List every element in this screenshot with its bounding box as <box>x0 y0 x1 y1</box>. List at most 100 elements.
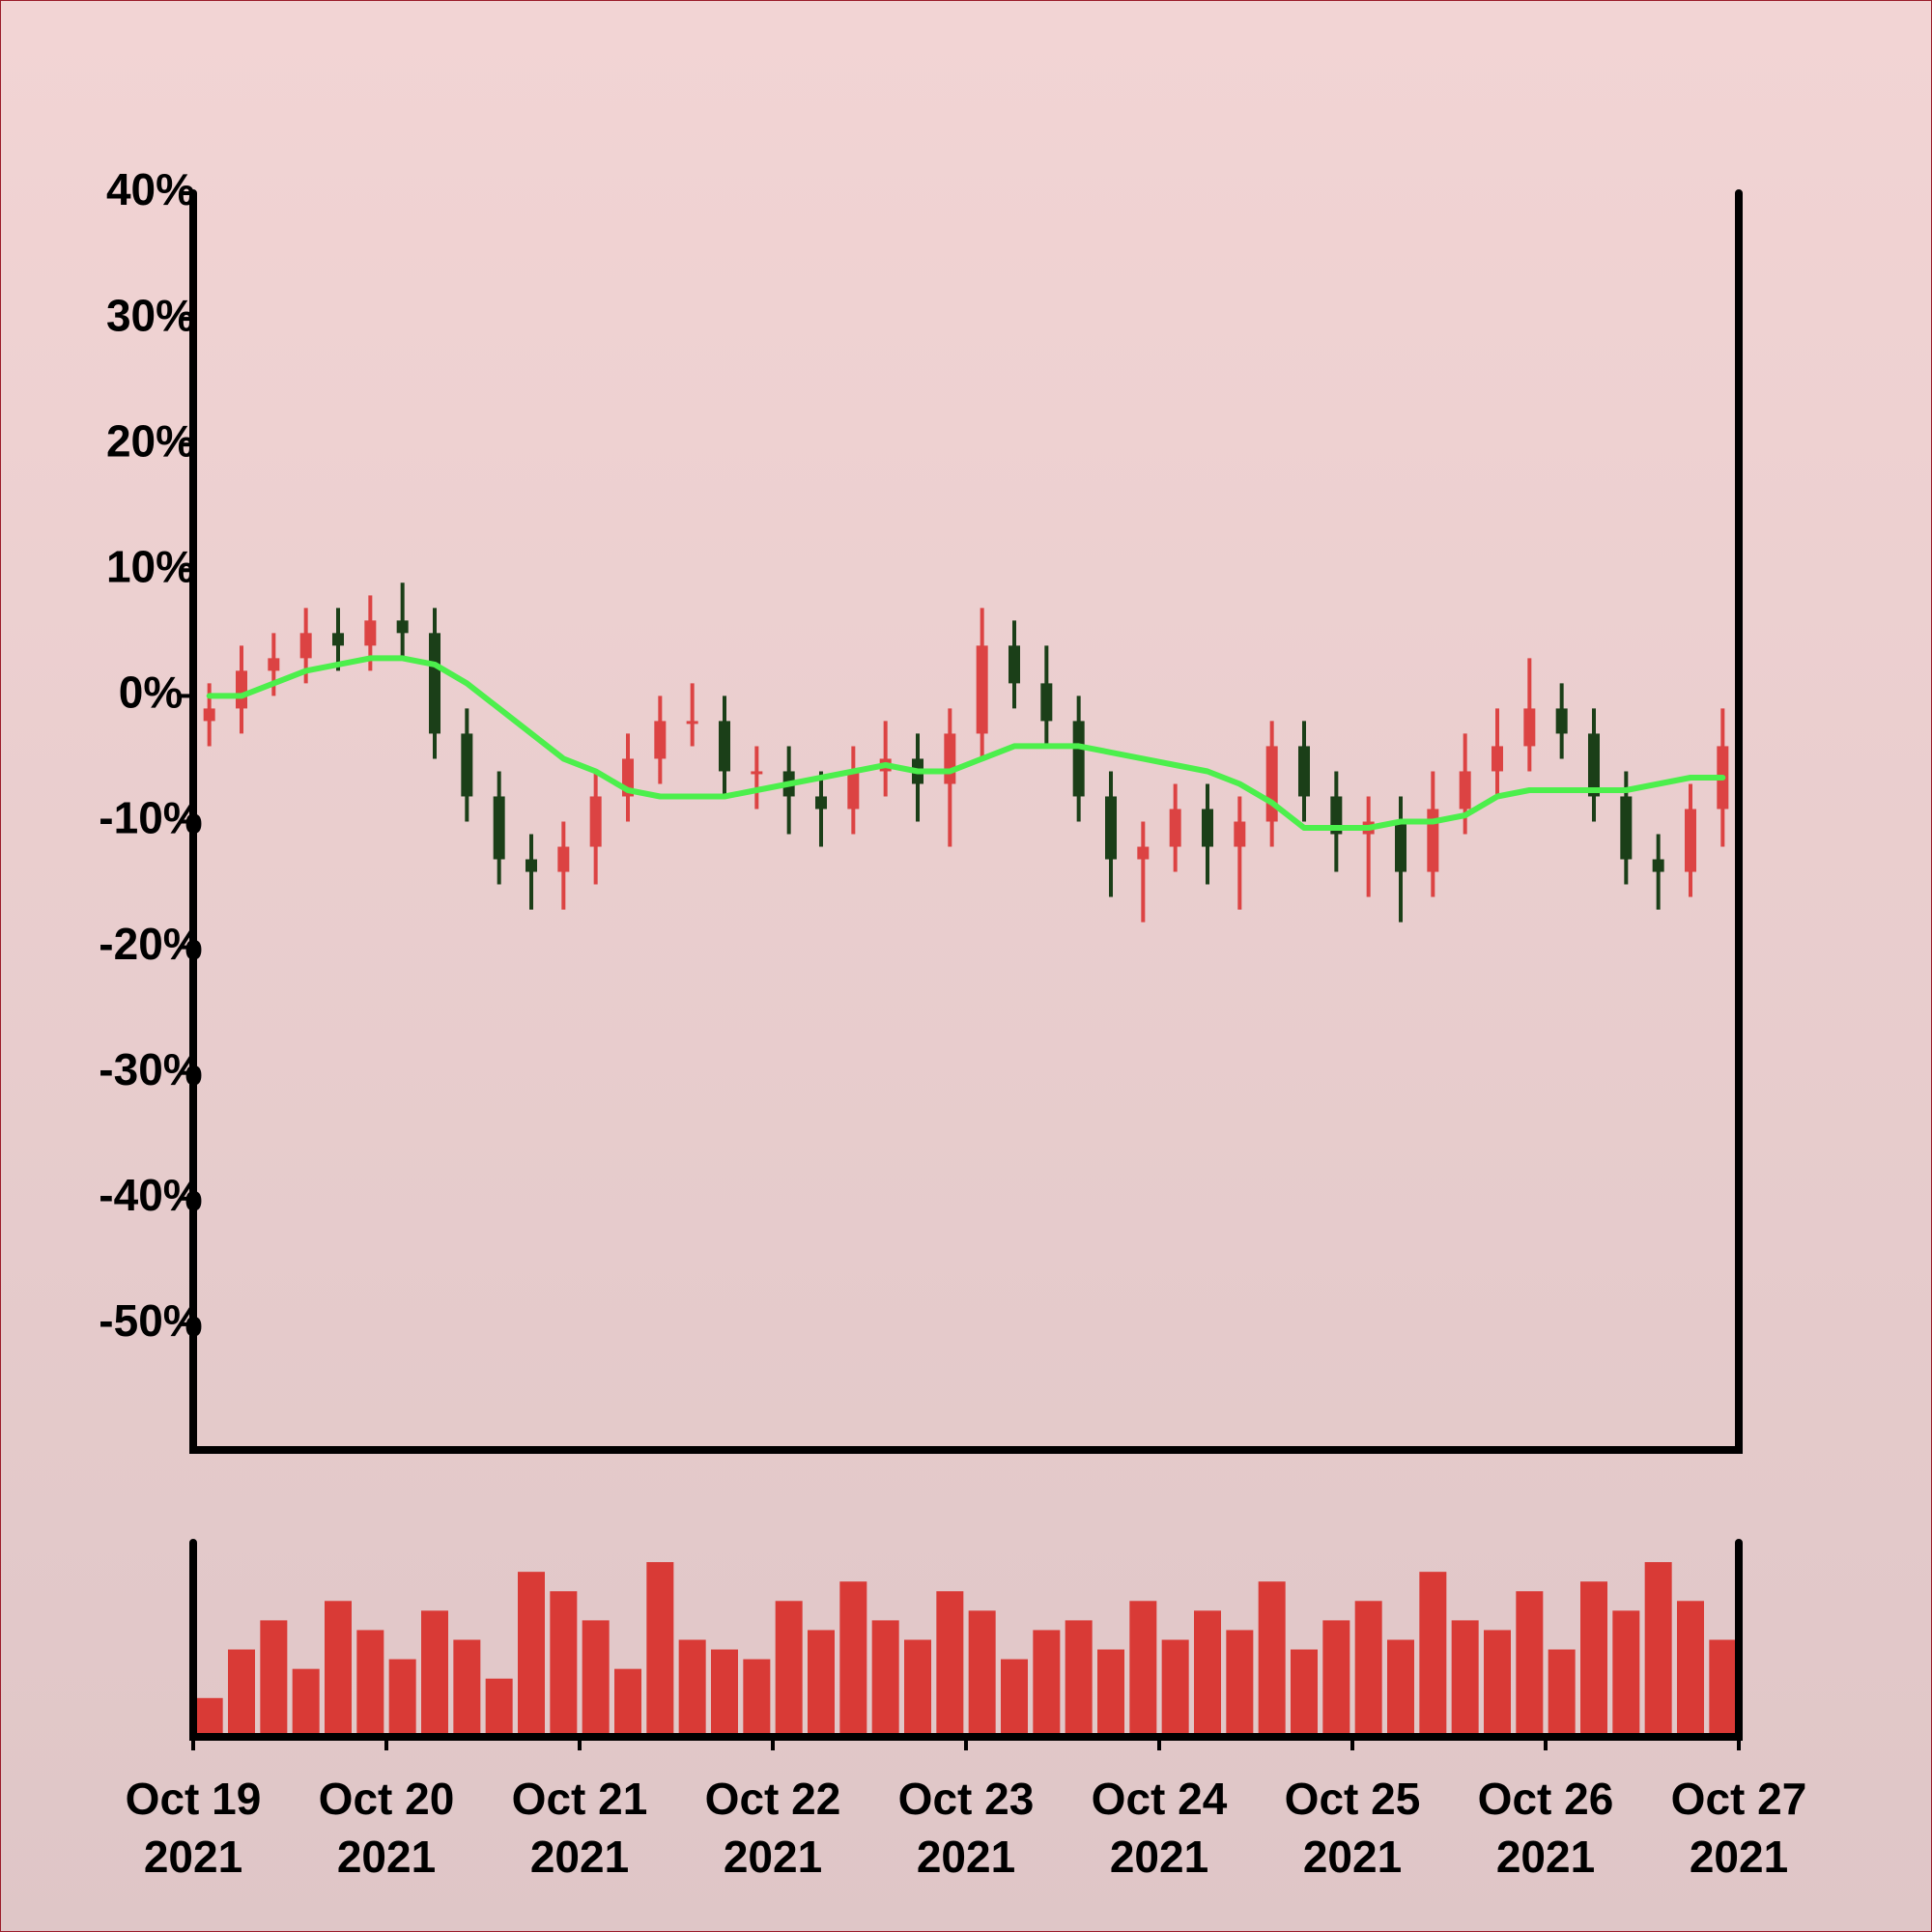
x-tick-label: Oct 24 2021 <box>1092 1774 1228 1882</box>
volume-bar <box>1194 1610 1221 1737</box>
candle-body <box>1427 809 1439 872</box>
volume-bar <box>1612 1610 1640 1737</box>
x-tick-label: Oct 23 2021 <box>898 1774 1035 1882</box>
candle-body <box>976 645 988 734</box>
candle-body <box>1105 796 1117 860</box>
candle-body <box>1169 809 1181 847</box>
volume-bar <box>871 1620 899 1737</box>
volume-bar <box>1419 1572 1447 1737</box>
candle-body <box>1395 821 1406 872</box>
volume-panel <box>195 1562 1737 1737</box>
y-tick-label: 20% <box>106 415 195 466</box>
volume-bar <box>356 1630 384 1737</box>
candle-body <box>686 721 698 724</box>
volume-bar <box>388 1659 416 1737</box>
volume-bar <box>325 1601 352 1737</box>
candle-body <box>1202 809 1213 847</box>
x-tick-label: Oct 20 2021 <box>319 1774 455 1882</box>
x-tick-label: Oct 21 2021 <box>512 1774 648 1882</box>
y-tick-label: -10% <box>99 793 202 843</box>
volume-bar <box>646 1562 674 1737</box>
moving-average-line <box>206 655 1726 831</box>
volume-bar <box>485 1678 513 1737</box>
volume-bar <box>421 1610 448 1737</box>
candle-body <box>268 658 280 671</box>
volume-bar <box>1644 1562 1672 1737</box>
volume-bar <box>904 1639 931 1737</box>
volume-bar <box>1097 1649 1124 1737</box>
volume-bar <box>1065 1620 1093 1737</box>
volume-bar <box>260 1620 288 1737</box>
y-tick-label: -30% <box>99 1044 202 1094</box>
candle-body <box>719 721 730 772</box>
y-tick-label: -40% <box>99 1170 202 1220</box>
volume-bar <box>678 1639 706 1737</box>
candle-body <box>847 771 860 810</box>
candle-body <box>1234 821 1246 847</box>
volume-bar <box>614 1668 641 1737</box>
candle-body <box>1652 859 1664 872</box>
candle-body <box>1265 746 1278 822</box>
x-tick-label: Oct 27 2021 <box>1671 1774 1807 1882</box>
volume-bar <box>518 1572 545 1737</box>
candle-body <box>332 633 344 646</box>
candle-body <box>1330 796 1343 835</box>
candle-body <box>1459 771 1471 810</box>
candle-body <box>1685 809 1696 872</box>
candle-body <box>815 796 827 810</box>
volume-bar <box>228 1649 255 1737</box>
y-tick-label: -50% <box>99 1295 202 1346</box>
x-tick-label: Oct 25 2021 <box>1285 1774 1421 1882</box>
y-tick-label: -20% <box>99 919 202 969</box>
candle-body <box>461 733 473 797</box>
volume-bar <box>1516 1591 1544 1737</box>
candle-body <box>1072 721 1085 797</box>
x-tick-label: Oct 19 2021 <box>126 1774 262 1882</box>
volume-bar <box>1161 1639 1189 1737</box>
volume-bar <box>711 1649 738 1737</box>
candle-body <box>236 670 247 709</box>
volume-bar <box>775 1601 803 1737</box>
volume-bar <box>1580 1581 1607 1737</box>
candle-body <box>1555 708 1568 734</box>
candle-body <box>493 796 505 860</box>
volume-bar <box>195 1697 223 1737</box>
volume-bar <box>1258 1581 1286 1737</box>
y-tick-label: 40% <box>106 164 195 214</box>
candle-body <box>429 633 440 734</box>
volume-bar <box>550 1591 578 1737</box>
axes: 40% 30% 20% 10% 0% -10% -20% -30% -40% -50% Oct 19… <box>99 164 1806 1882</box>
volume-bar <box>1001 1659 1028 1737</box>
volume-bar <box>1322 1620 1350 1737</box>
volume-bar <box>1709 1639 1737 1737</box>
candle-body <box>1137 846 1150 860</box>
candle-body <box>654 721 667 759</box>
candle-body <box>589 796 602 847</box>
volume-bar <box>808 1630 835 1737</box>
volume-bar <box>292 1668 320 1737</box>
candle-body <box>944 733 956 784</box>
volume-bar <box>1548 1649 1576 1737</box>
y-tick-label: 30% <box>106 290 195 340</box>
volume-bar <box>1484 1630 1511 1737</box>
volume-bar <box>1451 1620 1479 1737</box>
volume-bar <box>839 1581 867 1737</box>
volume-bar <box>1226 1630 1254 1737</box>
candle-body <box>1523 708 1536 747</box>
y-tick-label: 0% <box>119 668 183 718</box>
volume-bar <box>1291 1649 1318 1737</box>
x-tick-label: Oct 26 2021 <box>1478 1774 1614 1882</box>
volume-bar <box>968 1610 996 1737</box>
volume-bar <box>453 1639 481 1737</box>
x-tick-label: Oct 22 2021 <box>705 1774 841 1882</box>
volume-bar <box>743 1659 771 1737</box>
candle-body <box>751 771 763 775</box>
candle-body <box>526 859 537 872</box>
candle-body <box>557 846 570 872</box>
candle-body <box>203 708 215 722</box>
volume-bar <box>1387 1639 1414 1737</box>
candle-body <box>364 620 377 646</box>
candle-body <box>396 620 409 634</box>
